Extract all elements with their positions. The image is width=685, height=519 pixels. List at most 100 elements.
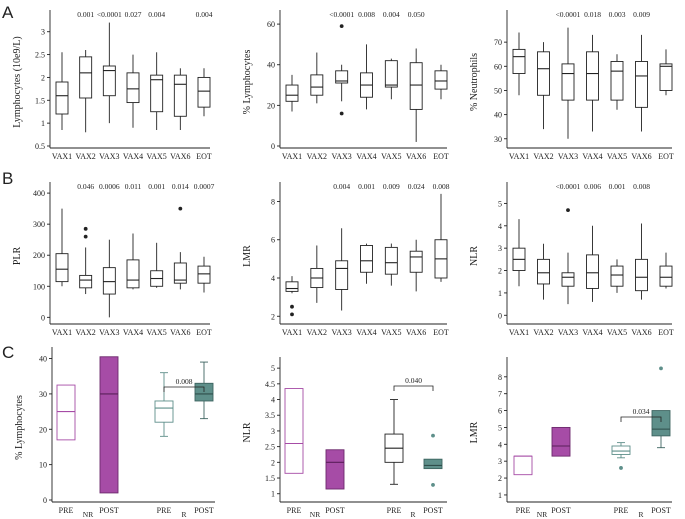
box-vax4 bbox=[126, 233, 140, 290]
x-tick-label: EOT bbox=[196, 152, 212, 161]
p-value-label: <0.0001 bbox=[97, 10, 122, 19]
group-label: R bbox=[181, 510, 186, 519]
y-tick-label: 50 bbox=[494, 86, 502, 95]
y-tick-label: 30 bbox=[39, 390, 47, 399]
p-value-label: 0.008 bbox=[176, 377, 193, 386]
box-iqr bbox=[173, 262, 187, 284]
significance-bracket bbox=[163, 386, 205, 392]
x-tick-label: POST bbox=[551, 506, 571, 515]
box-iqr bbox=[150, 74, 164, 113]
y-tick-label: 6 bbox=[271, 236, 275, 245]
box-vax2 bbox=[310, 52, 324, 104]
x-tick-label: EOT bbox=[433, 152, 449, 161]
x-tick-label: VAX1 bbox=[509, 328, 529, 337]
box-iqr bbox=[537, 51, 550, 96]
y-tick-label: 1 bbox=[271, 490, 275, 499]
outlier-point bbox=[339, 111, 344, 116]
x-tick-label: VAX6 bbox=[406, 328, 426, 337]
box-iqr bbox=[513, 455, 533, 476]
outlier-point bbox=[83, 226, 88, 231]
box-vax5 bbox=[384, 243, 398, 286]
x-tick-label: PRE bbox=[516, 506, 531, 515]
p-value-label: 0.004 bbox=[333, 182, 350, 191]
outlier-point bbox=[431, 433, 435, 438]
y-axis-label: Lymphocytes (10e9/L) bbox=[12, 36, 23, 127]
p-value-label: 0.024 bbox=[408, 182, 425, 191]
y-tick-label: 4 bbox=[271, 396, 275, 405]
chart-c_lmr: 1 2 3 4 5 6 7 8 LMR PRE POST PRE POST 0.034 NR R bbox=[469, 357, 672, 519]
box-iqr bbox=[102, 267, 116, 295]
p-value-label: 0.014 bbox=[172, 182, 189, 191]
y-tick-label: 70 bbox=[494, 38, 502, 47]
x-tick-label: VAX5 bbox=[607, 328, 627, 337]
chart-c_lymph: 0 10 20 30 40 % Lymphocytes PRE POST PRE POST 0.00… bbox=[14, 347, 215, 519]
y-tick-label: 0 bbox=[43, 496, 47, 505]
outlier-point bbox=[339, 24, 344, 29]
x-tick-label: POST bbox=[325, 506, 345, 515]
box-iqr bbox=[197, 76, 211, 108]
box-iqr bbox=[102, 65, 116, 97]
x-tick-label: VAX2 bbox=[307, 328, 327, 337]
box-pre bbox=[384, 399, 404, 485]
p-value-label: <0.0001 bbox=[556, 182, 581, 191]
y-tick-label: 200 bbox=[33, 251, 45, 260]
box-post bbox=[99, 356, 119, 494]
x-tick-label: POST bbox=[651, 506, 671, 515]
x-tick-label: VAX5 bbox=[381, 328, 401, 337]
box-iqr bbox=[335, 70, 349, 84]
box-vax1 bbox=[55, 208, 69, 287]
chart-neut_pct: 30 40 50 60 70 % Neutrophils VAX1 VAX2 VAX3 VAX4 V… bbox=[469, 10, 674, 161]
box-iqr bbox=[197, 265, 211, 284]
x-tick-label: VAX4 bbox=[356, 328, 376, 337]
y-tick-label: 1 bbox=[498, 491, 502, 500]
box-vax3 bbox=[102, 22, 116, 124]
x-tick-label: VAX4 bbox=[582, 328, 602, 337]
x-tick-label: VAX3 bbox=[99, 152, 119, 161]
box-iqr bbox=[537, 258, 550, 285]
y-tick-label: 1 bbox=[498, 289, 502, 298]
box-iqr bbox=[586, 51, 599, 101]
box-iqr bbox=[79, 56, 93, 99]
y-tick-label: 3 bbox=[498, 457, 502, 466]
x-tick-label: VAX5 bbox=[147, 328, 167, 337]
x-tick-label: VAX3 bbox=[558, 152, 578, 161]
x-tick-label: VAX2 bbox=[533, 152, 553, 161]
box-vax3 bbox=[102, 239, 116, 318]
p-value-label: 0.004 bbox=[148, 10, 165, 19]
y-axis-label: PLR bbox=[12, 247, 23, 266]
box-iqr bbox=[384, 60, 398, 88]
p-value-label: 0.008 bbox=[433, 182, 450, 191]
box-vax4 bbox=[126, 54, 140, 128]
box-iqr bbox=[126, 259, 140, 289]
x-tick-label: VAX5 bbox=[607, 152, 627, 161]
box-iqr bbox=[635, 61, 648, 108]
chart-nlr: 0 1 2 3 4 5 NLR VAX1 VAX2 VAX3 VAX4 VAX5 VAX6 EOT <0.0… bbox=[469, 182, 674, 337]
y-tick-label: 40 bbox=[494, 111, 502, 120]
x-tick-label: PRE bbox=[387, 506, 402, 515]
y-tick-label: 300 bbox=[33, 220, 45, 229]
box-vax6 bbox=[635, 34, 648, 132]
chart-plr: 0 100 200 300 400 PLR VAX1 VAX2 VAX3 VAX4 VAX5 VAX6… bbox=[12, 182, 215, 337]
y-tick-label: 20 bbox=[267, 101, 275, 110]
box-vax6 bbox=[173, 68, 187, 130]
p-value-label: 0.009 bbox=[633, 10, 650, 19]
outlier-point bbox=[659, 366, 663, 371]
box-iqr bbox=[194, 382, 214, 402]
box-iqr bbox=[310, 74, 324, 96]
box-post bbox=[551, 426, 571, 457]
x-tick-label: VAX4 bbox=[356, 152, 376, 161]
box-iqr bbox=[284, 388, 304, 474]
y-tick-label: 10 bbox=[39, 461, 47, 470]
x-tick-label: EOT bbox=[196, 328, 212, 337]
box-iqr bbox=[384, 246, 398, 275]
p-value-label: 0.018 bbox=[584, 10, 601, 19]
box-vax4 bbox=[360, 243, 373, 284]
group-label: NR bbox=[310, 510, 320, 519]
box-iqr bbox=[325, 449, 345, 490]
y-axis-label: NLR bbox=[242, 422, 253, 442]
group-label: NR bbox=[83, 510, 93, 519]
box-iqr bbox=[99, 356, 119, 494]
y-tick-label: 100 bbox=[33, 282, 45, 291]
p-value-label: 0.001 bbox=[609, 182, 626, 191]
